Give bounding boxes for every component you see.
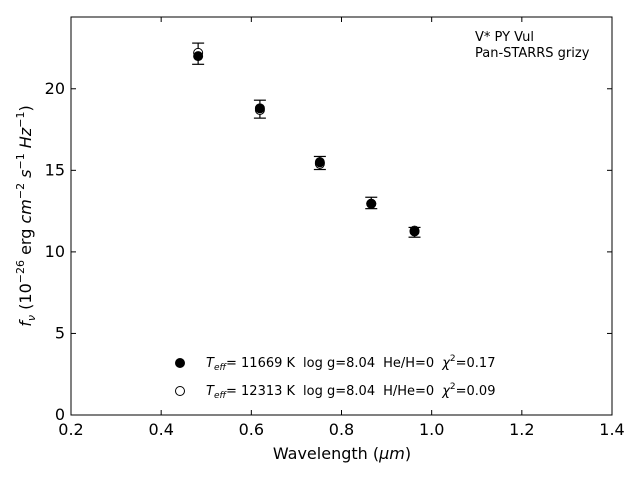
- annotation-survey: Pan-STARRS grizy: [475, 46, 590, 61]
- point-filled: [193, 51, 204, 62]
- point-filled: [366, 198, 377, 209]
- y-axis-label: fν (10−26 erg cm−2 s−1 Hz−1): [14, 105, 38, 326]
- y-tick-label: 5: [55, 323, 65, 342]
- y-tick-label: 10: [45, 242, 65, 261]
- x-tick-label: 1.4: [599, 420, 624, 439]
- legend-marker-filled: [175, 358, 185, 368]
- x-tick-label: 1.2: [509, 420, 534, 439]
- x-tick-label: 0.4: [148, 420, 173, 439]
- x-tick-label: 0.2: [58, 420, 83, 439]
- y-tick-label: 20: [45, 79, 65, 98]
- x-axis-label: Wavelength (μm): [273, 444, 411, 463]
- legend-marker-open: [175, 386, 185, 396]
- x-tick-label: 1.0: [419, 420, 444, 439]
- y-tick-label: 0: [55, 405, 65, 424]
- x-tick-label: 0.6: [239, 420, 264, 439]
- point-filled: [409, 226, 420, 237]
- x-tick-label: 0.8: [329, 420, 354, 439]
- y-tick-label: 15: [45, 160, 65, 179]
- point-filled: [314, 157, 325, 168]
- point-filled: [254, 103, 265, 114]
- annotation-star-name: V* PY Vul: [475, 30, 534, 45]
